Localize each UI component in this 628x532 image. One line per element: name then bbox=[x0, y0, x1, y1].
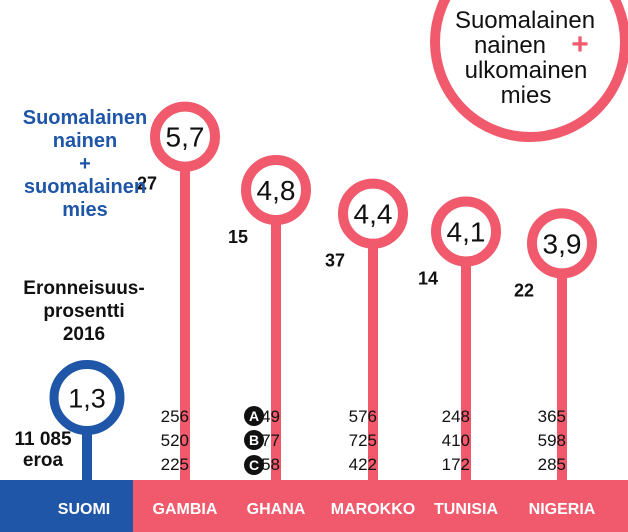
value-circle-ghana bbox=[241, 154, 311, 225]
finland-country-label: SUOMI bbox=[58, 501, 110, 518]
value-label-marokko: 4,4 bbox=[354, 199, 393, 230]
table-b-nigeria: 598 bbox=[538, 431, 566, 450]
row-badge-label-c: C bbox=[249, 457, 259, 473]
foreign-group-line-4: mies bbox=[501, 82, 552, 109]
table-a-nigeria: 365 bbox=[538, 407, 566, 426]
count-label-gambia: 27 bbox=[137, 174, 157, 194]
finland-value-label: 1,3 bbox=[68, 384, 106, 414]
foreign-group-circle bbox=[430, 0, 628, 142]
foreign-group-line-2: nainen bbox=[474, 32, 546, 59]
chart-title: Eronneisuus-prosentti 2016 bbox=[23, 278, 144, 345]
table-b-tunisia: 410 bbox=[442, 431, 470, 450]
count-label-tunisia: 14 bbox=[418, 268, 438, 288]
country-label-marokko: MAROKKO bbox=[331, 501, 415, 518]
country-label-ghana: GHANA bbox=[247, 501, 306, 518]
count-label-nigeria: 22 bbox=[514, 280, 534, 300]
country-label-gambia: GAMBIA bbox=[153, 501, 218, 518]
value-label-gambia: 5,7 bbox=[166, 122, 205, 153]
finland-count-label: 11 085 eroa bbox=[14, 429, 71, 471]
value-circle-tunisia bbox=[431, 196, 501, 267]
row-badge-c bbox=[244, 455, 264, 475]
table-a-tunisia: 248 bbox=[442, 407, 470, 426]
foreign-group-line-3: ulkomainen bbox=[465, 57, 588, 84]
table-a-marokko: 576 bbox=[349, 407, 377, 426]
foreign-group-line-1: Suomalainen bbox=[455, 7, 595, 34]
table-a-gambia: 256 bbox=[161, 407, 189, 426]
country-bar-finland bbox=[0, 480, 133, 532]
finland-value-circle bbox=[49, 360, 125, 435]
row-badge-a bbox=[244, 406, 264, 426]
country-label-tunisia: TUNISIA bbox=[434, 501, 498, 518]
table-c-tunisia: 172 bbox=[442, 455, 470, 474]
table-c-nigeria: 285 bbox=[538, 455, 566, 474]
finnish-group-label: Suomalainen nainen + suomalainen mies bbox=[23, 107, 147, 221]
row-badge-label-b: B bbox=[249, 432, 259, 448]
value-circle-gambia bbox=[150, 101, 220, 172]
table-c-gambia: 225 bbox=[161, 455, 189, 474]
row-badge-label-a: A bbox=[249, 408, 259, 424]
table-c-marokko: 422 bbox=[349, 455, 377, 474]
table-b-marokko: 725 bbox=[349, 431, 377, 450]
value-label-ghana: 4,8 bbox=[257, 175, 296, 206]
country-bar-foreign bbox=[133, 480, 628, 532]
row-badge-b bbox=[244, 430, 264, 450]
foreign-group-plus: + bbox=[571, 28, 589, 61]
country-label-nigeria: NIGERIA bbox=[529, 501, 596, 518]
count-label-ghana: 15 bbox=[228, 227, 248, 247]
value-circle-marokko bbox=[338, 178, 408, 249]
table-b-gambia: 520 bbox=[161, 431, 189, 450]
count-label-marokko: 37 bbox=[325, 251, 345, 271]
value-label-tunisia: 4,1 bbox=[447, 216, 486, 247]
value-label-nigeria: 3,9 bbox=[543, 228, 582, 259]
value-circle-nigeria bbox=[527, 208, 597, 279]
